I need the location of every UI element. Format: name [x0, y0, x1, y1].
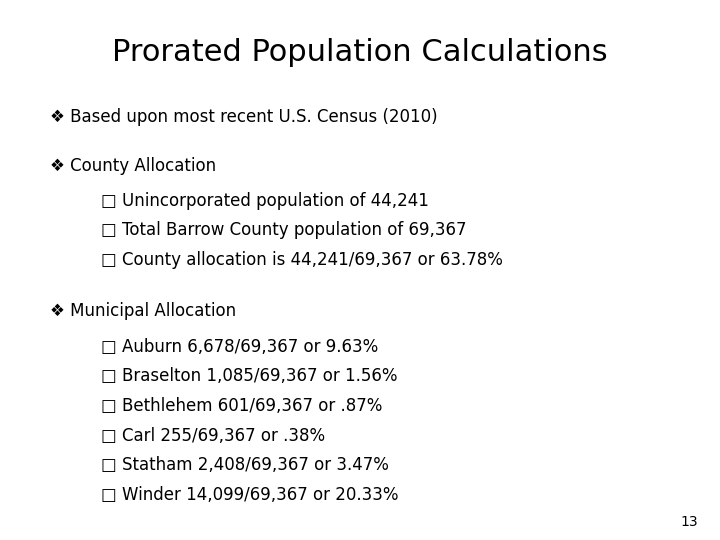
Text: □ Auburn 6,678/69,367 or 9.63%: □ Auburn 6,678/69,367 or 9.63%	[101, 338, 378, 355]
Text: 13: 13	[681, 515, 698, 529]
Text: □ Winder 14,099/69,367 or 20.33%: □ Winder 14,099/69,367 or 20.33%	[101, 486, 398, 504]
Text: □ Statham 2,408/69,367 or 3.47%: □ Statham 2,408/69,367 or 3.47%	[101, 456, 389, 474]
Text: □ Unincorporated population of 44,241: □ Unincorporated population of 44,241	[101, 192, 428, 210]
Text: ❖ County Allocation: ❖ County Allocation	[50, 157, 217, 174]
Text: Prorated Population Calculations: Prorated Population Calculations	[112, 38, 608, 67]
Text: ❖ Municipal Allocation: ❖ Municipal Allocation	[50, 302, 237, 320]
Text: □ Carl 255/69,367 or .38%: □ Carl 255/69,367 or .38%	[101, 427, 325, 444]
Text: ❖ Based upon most recent U.S. Census (2010): ❖ Based upon most recent U.S. Census (20…	[50, 108, 438, 126]
Text: □ Total Barrow County population of 69,367: □ Total Barrow County population of 69,3…	[101, 221, 467, 239]
Text: □ Braselton 1,085/69,367 or 1.56%: □ Braselton 1,085/69,367 or 1.56%	[101, 367, 397, 385]
Text: □ Bethlehem 601/69,367 or .87%: □ Bethlehem 601/69,367 or .87%	[101, 397, 382, 415]
Text: □ County allocation is 44,241/69,367 or 63.78%: □ County allocation is 44,241/69,367 or …	[101, 251, 503, 269]
